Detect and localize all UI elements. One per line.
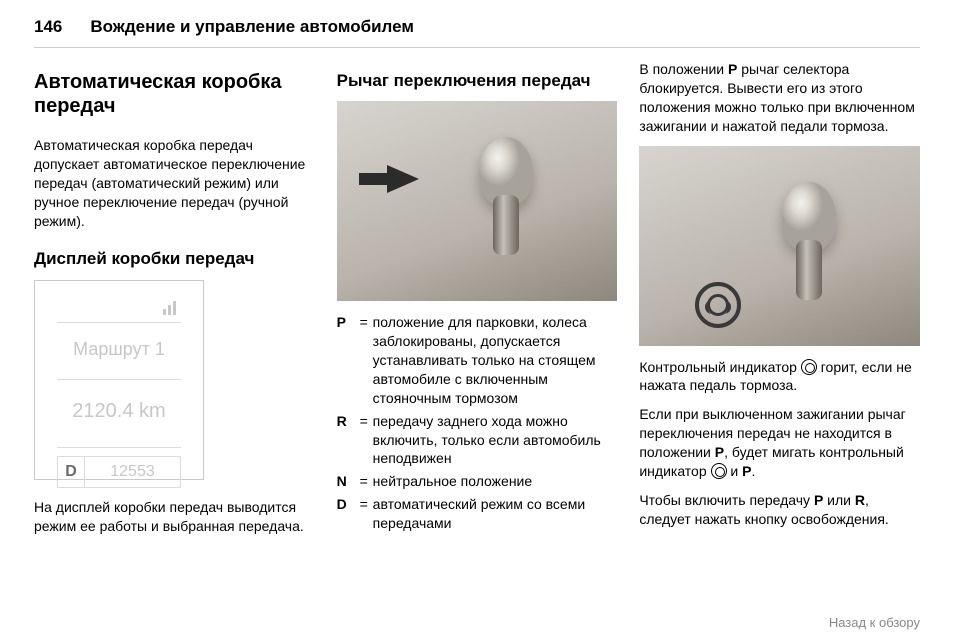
intro-paragraph: Автоматическая коробка передач допускает…: [34, 136, 315, 230]
gear-symbol: N: [337, 472, 355, 491]
display-route: Маршрут 1: [57, 323, 181, 380]
back-to-overview-link[interactable]: Назад к обзору: [829, 614, 920, 632]
gear-equals: =: [355, 313, 373, 332]
gear-lever-photo: [337, 101, 618, 301]
gear-equals: =: [355, 472, 373, 491]
brake-indicator-inline-icon: [801, 359, 817, 375]
display-mode-d: D: [57, 456, 85, 488]
gear-description: передачу заднего хода можно включить, то…: [373, 412, 618, 469]
gear-symbol: P: [337, 313, 355, 332]
display-note: На дисплей коробки передач выво­дится ре…: [34, 498, 315, 536]
display-km: 2120.4 km: [57, 380, 181, 448]
header-rule: [34, 47, 920, 48]
gear-knob-graphic: [774, 182, 844, 292]
gear-row: N=нейтральное положение: [337, 472, 618, 491]
display-signal-icon: [57, 295, 181, 323]
column-3: В положении P рычаг селектора блокируетс…: [639, 60, 920, 545]
section-heading-auto-transmission: Автоматическая коробка передач: [34, 70, 315, 118]
indicator-on-paragraph: Контрольный индикатор горит, если не наж…: [639, 358, 920, 396]
chapter-title: Вождение и управление автомобилем: [90, 16, 414, 39]
gear-description: положение для парковки, ко­леса заблокир…: [373, 313, 618, 407]
brake-indicator-inline-icon: [711, 463, 727, 479]
gear-row: P=положение для парковки, ко­леса заблок…: [337, 313, 618, 407]
page-header: 146 Вождение и управление автомобилем: [0, 0, 954, 43]
gear-description: нейтральное положение: [373, 472, 618, 491]
brake-indicator-photo: [639, 146, 920, 346]
page-number: 146: [34, 16, 62, 39]
arrow-icon: [387, 165, 419, 193]
ignition-off-paragraph: Если при выключенном зажигании рычаг пер…: [639, 405, 920, 481]
gear-row: D=автоматический режим со всеми передача…: [337, 495, 618, 533]
gear-description: автоматический режим со всеми передачами: [373, 495, 618, 533]
transmission-display-figure: Маршрут 1 2120.4 km D 12553: [34, 280, 204, 480]
release-button-paragraph: Чтобы включить передачу P или R, следует…: [639, 491, 920, 529]
display-code: 12553: [85, 456, 181, 488]
gear-position-table: P=положение для парковки, ко­леса заблок…: [337, 313, 618, 533]
p-lock-paragraph: В положении P рычаг селектора блокируетс…: [639, 60, 920, 136]
subheading-display: Дисплей коробки передач: [34, 248, 315, 269]
column-1: Автоматическая коробка передач Автоматич…: [34, 60, 315, 545]
gear-equals: =: [355, 412, 373, 431]
gear-equals: =: [355, 495, 373, 514]
gear-row: R=передачу заднего хода можно включить, …: [337, 412, 618, 469]
gear-symbol: D: [337, 495, 355, 514]
content-columns: Автоматическая коробка передач Автоматич…: [0, 60, 954, 545]
gear-knob-graphic: [471, 137, 541, 247]
brake-indicator-icon: [695, 282, 741, 328]
gear-symbol: R: [337, 412, 355, 431]
subheading-gear-lever: Рычаг переключения передач: [337, 70, 618, 91]
column-2: Рычаг переключения передач P=положение д…: [337, 60, 618, 545]
